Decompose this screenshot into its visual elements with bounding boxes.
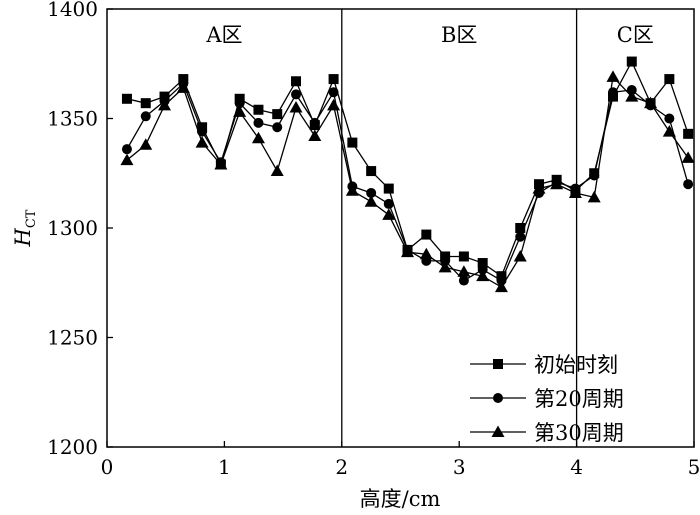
- series-2-point-16: [419, 247, 433, 260]
- region-label-1: B区: [441, 23, 477, 47]
- series-2-point-23: [550, 177, 564, 190]
- x-tick-label-2: 2: [335, 455, 348, 479]
- region-label-2: C区: [617, 23, 654, 47]
- series-2-point-2: [158, 98, 172, 111]
- legend-label-1: 第20周期: [534, 387, 624, 411]
- series-0-point-0: [121, 93, 132, 104]
- series-1-point-11: [328, 87, 339, 98]
- series-0-point-29: [664, 74, 675, 85]
- x-tick-label-1: 1: [218, 455, 231, 479]
- x-axis: 0 1 2 3 4 5: [101, 441, 700, 479]
- series-0-point-7: [253, 104, 264, 115]
- series-1-point-18: [458, 275, 469, 286]
- series-2: [120, 70, 695, 293]
- series-1-point-19: [477, 264, 488, 275]
- series-2-point-4: [195, 136, 209, 148]
- x-tick-label-4: 4: [570, 455, 583, 479]
- series-0-point-18: [458, 251, 469, 262]
- series-1-point-0: [121, 144, 132, 155]
- series-1-point-30: [683, 179, 694, 190]
- series-2-point-30: [681, 151, 695, 163]
- series-1-point-9: [291, 89, 302, 100]
- series-2-point-8: [270, 164, 284, 177]
- x-axis-title: 高度/cm: [360, 487, 441, 511]
- series-0-point-21: [515, 223, 526, 233]
- series-2-point-22: [532, 182, 546, 194]
- series-2-point-18: [457, 265, 471, 277]
- region-dividers: [341, 9, 578, 447]
- series-1-point-1: [140, 111, 151, 122]
- series-0-point-8: [272, 109, 283, 120]
- series-0-point-19: [477, 258, 488, 269]
- series-1-point-14: [383, 198, 394, 209]
- series-1-point-13: [366, 187, 377, 198]
- series-2-point-26: [606, 70, 620, 82]
- y-axis: 1200 1250 1300 1350 1400: [47, 0, 113, 459]
- series-0-point-27: [626, 56, 637, 67]
- series-2-point-10: [308, 129, 322, 142]
- series-1-point-7: [253, 117, 264, 128]
- y-tick-label-3: 1350: [47, 107, 98, 131]
- series-2-point-19: [476, 269, 490, 282]
- y-tick-label-1: 1250: [47, 326, 98, 350]
- series-1-point-6: [234, 98, 245, 109]
- series-1-point-17: [440, 255, 451, 266]
- legend-marker-2: [491, 425, 505, 437]
- series-2-point-12: [345, 184, 359, 196]
- svg-text:HCT: HCT: [11, 209, 39, 247]
- series-2-point-15: [401, 245, 415, 258]
- x-tick-label-5: 5: [688, 455, 700, 479]
- y-axis-title-main: H: [11, 227, 35, 247]
- series-2-point-17: [438, 260, 452, 273]
- series-line-0: [126, 60, 689, 278]
- series-0-point-1: [140, 98, 151, 109]
- region-labels: A区 B区 C区: [205, 23, 654, 47]
- series-0-point-9: [291, 76, 302, 87]
- series-1-point-27: [626, 85, 637, 96]
- series-2-point-25: [587, 190, 601, 203]
- series-1-point-8: [272, 122, 283, 133]
- series-0-point-13: [366, 166, 377, 177]
- series-group: [120, 56, 695, 293]
- series-2-point-28: [644, 96, 658, 109]
- series-2-point-29: [662, 125, 676, 137]
- series-2-point-9: [289, 101, 303, 113]
- series-2-point-27: [625, 90, 639, 102]
- series-2-point-21: [513, 249, 527, 262]
- series-0-point-16: [421, 229, 432, 240]
- series-2-point-5: [214, 157, 228, 170]
- series-2-point-3: [176, 81, 190, 93]
- series-0-point-12: [347, 137, 358, 148]
- series-2-point-20: [494, 280, 508, 293]
- y-tick-label-4: 1400: [47, 0, 98, 21]
- y-axis-title: HCT: [11, 209, 39, 247]
- legend-label-2: 第30周期: [534, 421, 624, 445]
- series-0-point-11: [328, 74, 339, 85]
- series-2-point-0: [120, 153, 134, 166]
- legend-marker-1: [493, 393, 503, 403]
- series-2-point-24: [568, 186, 582, 198]
- series-2-point-6: [233, 105, 247, 117]
- series-2-point-14: [382, 208, 396, 220]
- x-tick-label-3: 3: [453, 455, 466, 479]
- legend-marker-0: [493, 359, 503, 369]
- series-0-point-14: [383, 183, 394, 194]
- series-0-point-30: [683, 128, 694, 139]
- region-label-0: A区: [205, 23, 242, 47]
- series-2-point-13: [364, 195, 378, 207]
- series-2-point-7: [251, 131, 265, 144]
- series-1-point-21: [515, 231, 526, 242]
- y-tick-label-2: 1300: [47, 216, 98, 240]
- series-1-point-29: [664, 113, 675, 124]
- series-2-point-1: [139, 138, 153, 150]
- series-2-point-11: [327, 98, 341, 111]
- series-1-point-10: [309, 117, 320, 128]
- x-tick-label-0: 0: [101, 455, 114, 479]
- y-axis-title-sub: CT: [24, 209, 39, 228]
- legend-label-0: 初始时刻: [534, 353, 618, 377]
- y-tick-label-0: 1200: [47, 435, 98, 459]
